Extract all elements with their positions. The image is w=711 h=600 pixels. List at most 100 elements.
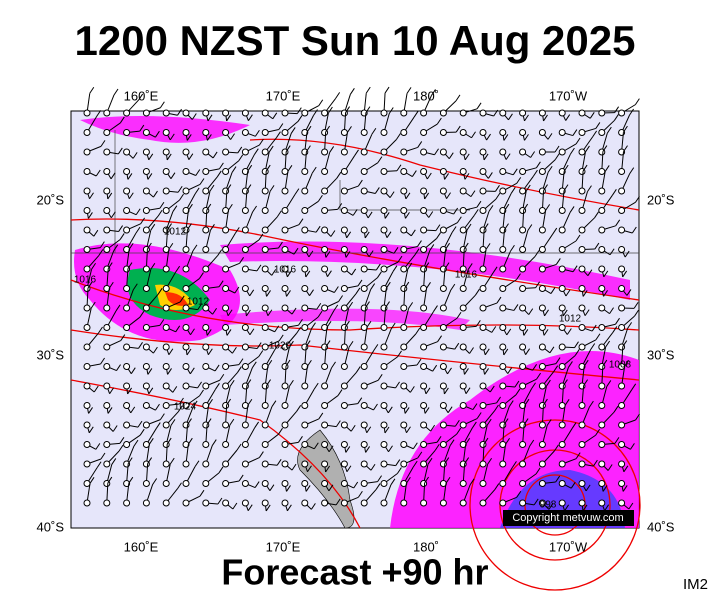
barb-flag: [549, 346, 555, 354]
barb-flag: [535, 467, 541, 475]
isobar-label: 1016: [274, 265, 297, 276]
barb-flag: [286, 290, 291, 297]
barb-flag: [107, 407, 113, 414]
station: [261, 129, 269, 136]
barb-flag: [116, 364, 121, 371]
barb-flag: [247, 398, 253, 406]
barb-flag: [195, 169, 201, 176]
station: [400, 265, 408, 273]
station: [400, 441, 408, 448]
station: [202, 343, 210, 351]
station: [123, 421, 131, 429]
barb-flag: [166, 153, 172, 161]
barb-flag: [582, 504, 588, 512]
barb-flag: [157, 288, 163, 295]
barb-flag: [417, 240, 422, 247]
barb-flag: [455, 94, 461, 102]
station: [182, 460, 190, 468]
station: [499, 187, 507, 195]
station: [321, 402, 329, 409]
station: [459, 304, 467, 312]
barb-flag: [503, 348, 509, 356]
barb-flag: [152, 346, 158, 354]
barb-flag: [266, 290, 271, 297]
station: [182, 207, 190, 214]
station: [142, 285, 150, 292]
station: [301, 460, 309, 468]
barb-flag: [110, 211, 116, 219]
barb-flag: [417, 451, 423, 459]
station: [182, 168, 190, 175]
barb-flag: [605, 340, 611, 348]
station: [202, 129, 210, 136]
barb-flag: [633, 302, 639, 309]
station: [400, 109, 408, 117]
barb-flag: [547, 133, 553, 140]
barb-flag: [87, 281, 93, 289]
barb-flag: [431, 89, 436, 96]
barb-flag: [395, 459, 401, 466]
barb-flag: [367, 211, 373, 219]
station: [380, 265, 388, 273]
station: [103, 460, 111, 468]
station: [499, 148, 507, 156]
station: [439, 402, 447, 409]
station: [261, 304, 269, 312]
station: [459, 363, 467, 370]
barb-flag: [529, 439, 535, 447]
station: [321, 363, 329, 370]
station: [499, 304, 507, 312]
station: [222, 285, 230, 292]
station: [162, 304, 170, 312]
station: [420, 324, 428, 331]
station: [123, 499, 131, 507]
station: [558, 129, 566, 136]
station: [123, 382, 131, 390]
station: [618, 285, 626, 292]
barb-flag: [335, 498, 341, 506]
station: [83, 304, 91, 312]
station: [479, 129, 487, 136]
station: [321, 285, 329, 292]
barb-flag: [587, 185, 592, 192]
barb-flag: [405, 476, 411, 484]
station: [360, 382, 368, 390]
barb-flag: [607, 464, 613, 471]
station: [241, 363, 249, 370]
station: [459, 187, 467, 195]
station: [479, 304, 487, 312]
station: [360, 402, 368, 409]
station: [142, 109, 150, 117]
barb-flag: [348, 301, 354, 309]
barb-flag: [226, 329, 232, 336]
station: [519, 363, 527, 370]
barb-flag: [466, 223, 472, 231]
barb-flag: [504, 223, 509, 230]
station: [142, 363, 150, 370]
barb-flag: [469, 347, 474, 354]
barb-flag: [88, 407, 93, 414]
barb-flag: [588, 400, 594, 408]
station: [202, 187, 210, 195]
barb-flag: [547, 165, 553, 173]
barb-flag: [170, 172, 176, 179]
barb-flag: [265, 504, 271, 512]
barb-flag: [411, 170, 417, 177]
barb-flag: [325, 125, 331, 133]
station: [420, 460, 428, 468]
station: [598, 382, 606, 390]
station: [400, 343, 408, 351]
station: [83, 343, 91, 351]
barb-flag: [353, 481, 359, 489]
barb-flag: [582, 164, 588, 172]
station: [519, 148, 527, 156]
station: [380, 499, 388, 507]
barb-flag: [298, 436, 303, 443]
barb-flag: [623, 125, 628, 133]
barb-flag: [624, 250, 630, 258]
barb-flag: [504, 203, 510, 211]
barb-flag: [469, 478, 475, 486]
station: [123, 343, 131, 351]
station: [261, 480, 269, 487]
barb-flag: [365, 86, 371, 94]
